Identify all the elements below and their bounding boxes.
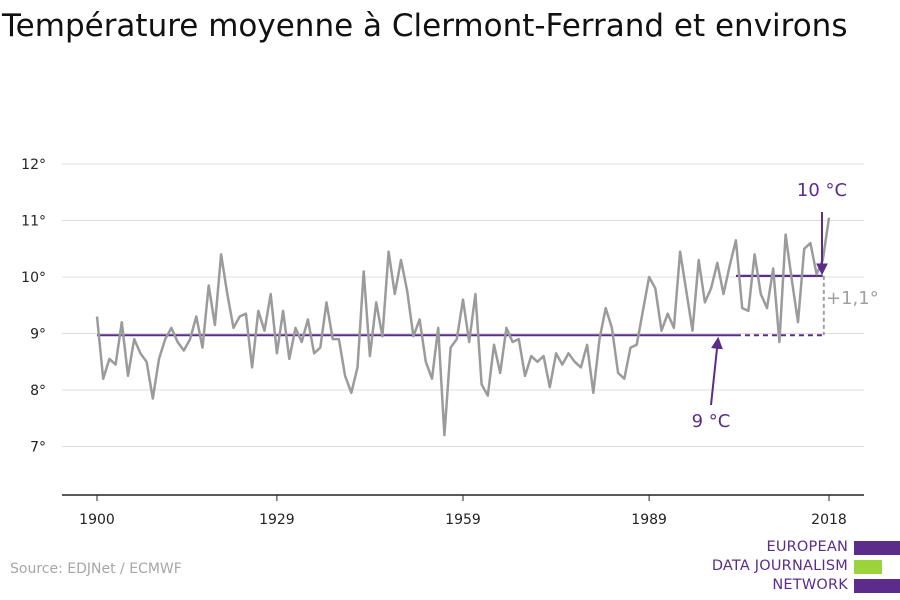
y-tick-label: 11° xyxy=(21,214,46,230)
x-tick-label: 2018 xyxy=(811,512,847,528)
logo-line-2: DATA JOURNALISM xyxy=(711,558,848,574)
y-tick-label: 7° xyxy=(30,440,46,456)
logo-bar-1 xyxy=(854,541,900,555)
chart-title: Température moyenne à Clermont-Ferrand e… xyxy=(2,8,848,44)
baseline-label: 9 °C xyxy=(692,411,731,432)
logo-bar-2 xyxy=(854,560,882,574)
logo-text: EUROPEAN DATA JOURNALISM NETWORK xyxy=(712,538,854,598)
logo-bars xyxy=(854,538,900,598)
logo-line-1: EUROPEAN xyxy=(766,539,848,555)
y-tick-label: 9° xyxy=(30,327,46,343)
y-tick-label: 12° xyxy=(21,157,46,173)
baseline-arrow xyxy=(710,336,723,406)
delta-label: +1,1° xyxy=(826,288,879,309)
y-tick-label: 10° xyxy=(21,270,46,286)
source-note: Source: EDJNet / ECMWF xyxy=(10,561,182,577)
x-tick-label: 1959 xyxy=(445,512,481,528)
x-tick-label: 1989 xyxy=(631,512,667,528)
y-tick-label: 8° xyxy=(30,383,46,399)
x-tick-label: 1900 xyxy=(79,512,115,528)
edjnet-logo[interactable]: EUROPEAN DATA JOURNALISM NETWORK xyxy=(712,538,900,598)
recent-average-label: 10 °C xyxy=(797,180,847,201)
logo-line-3: NETWORK xyxy=(772,577,848,593)
temperature-series-line xyxy=(95,217,831,437)
logo-bar-3 xyxy=(854,579,900,593)
x-tick-label: 1929 xyxy=(259,512,295,528)
